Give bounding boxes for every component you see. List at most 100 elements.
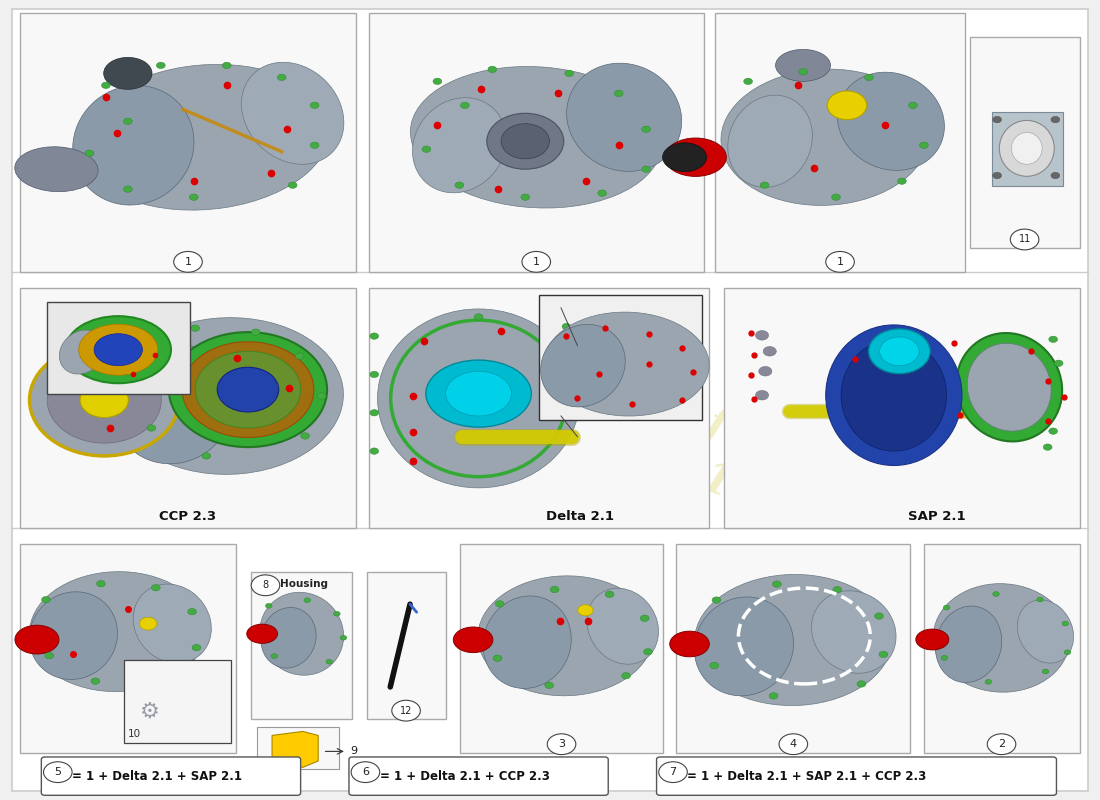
Ellipse shape [241, 62, 344, 164]
Circle shape [222, 62, 231, 69]
Circle shape [45, 652, 54, 658]
Circle shape [44, 762, 73, 782]
Circle shape [942, 655, 948, 660]
Circle shape [772, 581, 781, 587]
Text: 1: 1 [532, 257, 540, 267]
Circle shape [192, 645, 201, 650]
Circle shape [1042, 669, 1048, 674]
Circle shape [992, 172, 1001, 178]
Polygon shape [272, 731, 318, 767]
Circle shape [712, 597, 720, 603]
Circle shape [370, 448, 378, 454]
Ellipse shape [720, 69, 930, 206]
Bar [676, 544, 911, 753]
Circle shape [865, 74, 873, 81]
Circle shape [1064, 650, 1070, 654]
Ellipse shape [541, 325, 625, 407]
Ellipse shape [95, 334, 142, 366]
Ellipse shape [664, 138, 726, 176]
Circle shape [578, 605, 593, 616]
Circle shape [1010, 229, 1038, 250]
Circle shape [640, 615, 649, 622]
Circle shape [493, 655, 502, 662]
Circle shape [621, 673, 630, 679]
Circle shape [614, 90, 623, 97]
Ellipse shape [59, 330, 104, 374]
Circle shape [641, 166, 650, 172]
Circle shape [42, 597, 51, 603]
Ellipse shape [30, 572, 206, 692]
Text: = 1 + Delta 2.1 + CCP 2.3: = 1 + Delta 2.1 + CCP 2.3 [379, 770, 550, 782]
Text: 6: 6 [362, 767, 369, 777]
Circle shape [987, 734, 1015, 754]
Ellipse shape [73, 86, 194, 205]
Ellipse shape [30, 592, 118, 679]
Circle shape [857, 681, 866, 687]
Circle shape [992, 117, 1001, 123]
Circle shape [189, 194, 198, 200]
Ellipse shape [30, 344, 179, 456]
Ellipse shape [217, 367, 278, 412]
Ellipse shape [196, 351, 300, 428]
Ellipse shape [1011, 132, 1042, 164]
Circle shape [641, 126, 650, 133]
Circle shape [310, 102, 319, 109]
Circle shape [799, 69, 807, 75]
Bar [47, 302, 189, 394]
Circle shape [174, 251, 202, 272]
Bar [368, 288, 710, 528]
Circle shape [80, 382, 129, 418]
Circle shape [333, 611, 340, 616]
Ellipse shape [956, 333, 1063, 442]
Text: 12: 12 [400, 706, 412, 716]
Circle shape [295, 353, 304, 359]
Ellipse shape [412, 98, 506, 193]
Circle shape [833, 586, 842, 593]
Ellipse shape [14, 146, 98, 192]
Circle shape [326, 659, 332, 664]
Circle shape [495, 601, 504, 607]
Circle shape [288, 182, 297, 188]
Bar [970, 37, 1079, 248]
Circle shape [422, 146, 431, 153]
Bar [991, 113, 1063, 186]
Circle shape [251, 575, 279, 596]
Ellipse shape [662, 143, 706, 171]
Circle shape [277, 74, 286, 81]
Bar [256, 727, 339, 769]
Circle shape [392, 700, 420, 721]
Circle shape [756, 390, 769, 400]
Text: 3: 3 [558, 739, 565, 750]
Bar [715, 13, 966, 272]
Circle shape [874, 613, 883, 619]
Ellipse shape [776, 50, 830, 82]
Circle shape [869, 329, 931, 374]
Circle shape [340, 635, 346, 640]
Circle shape [433, 78, 442, 85]
Circle shape [265, 603, 272, 608]
Ellipse shape [15, 626, 59, 654]
Circle shape [710, 662, 718, 669]
Ellipse shape [260, 592, 343, 675]
Ellipse shape [826, 325, 962, 466]
Text: 7: 7 [670, 767, 676, 777]
Circle shape [763, 346, 777, 356]
Bar [124, 660, 231, 743]
Circle shape [759, 366, 772, 376]
Bar [924, 544, 1079, 753]
Ellipse shape [1018, 600, 1074, 663]
Circle shape [1036, 597, 1043, 602]
Circle shape [474, 314, 483, 320]
Ellipse shape [453, 627, 493, 653]
Circle shape [544, 682, 553, 689]
Circle shape [370, 371, 378, 378]
Text: 11: 11 [1019, 234, 1031, 245]
Ellipse shape [79, 324, 157, 375]
Circle shape [564, 70, 573, 77]
Ellipse shape [261, 607, 316, 668]
Circle shape [644, 649, 652, 655]
Circle shape [147, 425, 156, 431]
Ellipse shape [112, 344, 234, 464]
Circle shape [304, 598, 310, 602]
Circle shape [605, 591, 614, 598]
